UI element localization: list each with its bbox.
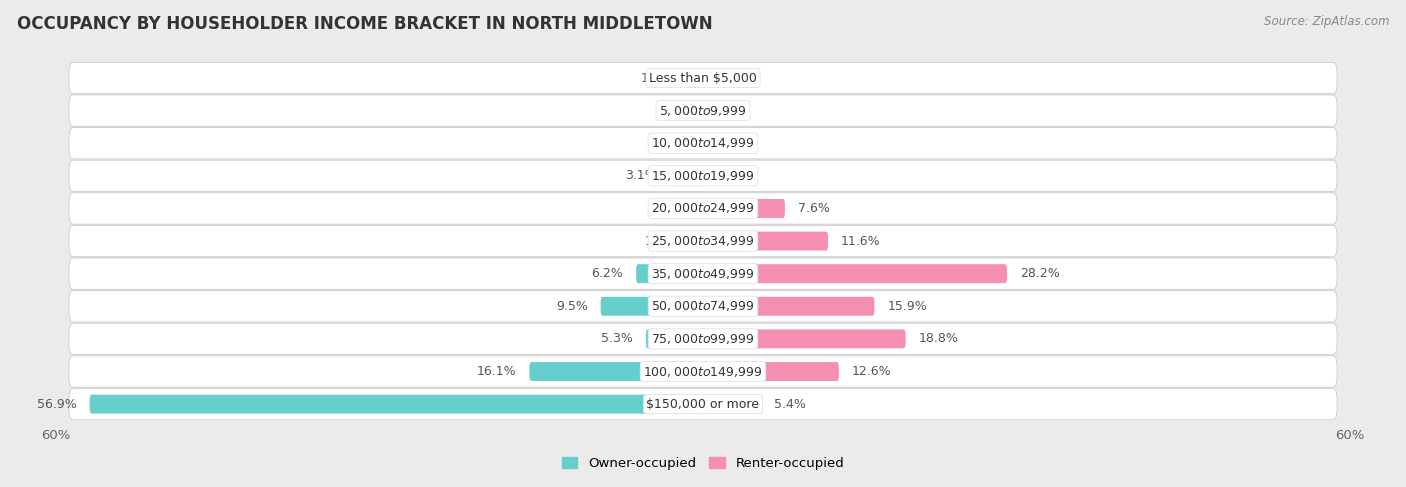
Text: 3.1%: 3.1% <box>624 169 657 182</box>
FancyBboxPatch shape <box>703 362 839 381</box>
Text: 0.0%: 0.0% <box>716 104 748 117</box>
FancyBboxPatch shape <box>703 329 905 348</box>
FancyBboxPatch shape <box>69 160 1337 191</box>
FancyBboxPatch shape <box>600 297 703 316</box>
Text: OCCUPANCY BY HOUSEHOLDER INCOME BRACKET IN NORTH MIDDLETOWN: OCCUPANCY BY HOUSEHOLDER INCOME BRACKET … <box>17 15 713 33</box>
FancyBboxPatch shape <box>69 128 1337 159</box>
Text: $75,000 to $99,999: $75,000 to $99,999 <box>651 332 755 346</box>
FancyBboxPatch shape <box>703 199 785 218</box>
Text: $150,000 or more: $150,000 or more <box>647 397 759 411</box>
Text: 1.3%: 1.3% <box>644 235 676 247</box>
Text: 5.3%: 5.3% <box>600 333 633 345</box>
Text: 0.0%: 0.0% <box>658 104 690 117</box>
FancyBboxPatch shape <box>69 225 1337 257</box>
Text: 0.0%: 0.0% <box>716 169 748 182</box>
FancyBboxPatch shape <box>90 394 703 413</box>
Text: 28.2%: 28.2% <box>1019 267 1060 280</box>
Text: 0.0%: 0.0% <box>716 72 748 85</box>
FancyBboxPatch shape <box>69 193 1337 224</box>
Text: $20,000 to $24,999: $20,000 to $24,999 <box>651 202 755 215</box>
Text: Source: ZipAtlas.com: Source: ZipAtlas.com <box>1264 15 1389 28</box>
Text: 12.6%: 12.6% <box>852 365 891 378</box>
Legend: Owner-occupied, Renter-occupied: Owner-occupied, Renter-occupied <box>557 452 849 475</box>
Text: 0.0%: 0.0% <box>716 137 748 150</box>
FancyBboxPatch shape <box>69 389 1337 420</box>
FancyBboxPatch shape <box>69 323 1337 355</box>
Text: $35,000 to $49,999: $35,000 to $49,999 <box>651 267 755 281</box>
FancyBboxPatch shape <box>703 394 761 413</box>
FancyBboxPatch shape <box>703 297 875 316</box>
FancyBboxPatch shape <box>636 264 703 283</box>
Text: 0.0%: 0.0% <box>658 202 690 215</box>
Text: 6.2%: 6.2% <box>592 267 623 280</box>
Text: 5.4%: 5.4% <box>775 397 806 411</box>
FancyBboxPatch shape <box>703 264 1007 283</box>
FancyBboxPatch shape <box>686 69 703 88</box>
Text: $15,000 to $19,999: $15,000 to $19,999 <box>651 169 755 183</box>
FancyBboxPatch shape <box>69 95 1337 126</box>
Text: 16.1%: 16.1% <box>477 365 516 378</box>
Text: 7.6%: 7.6% <box>797 202 830 215</box>
FancyBboxPatch shape <box>69 258 1337 289</box>
FancyBboxPatch shape <box>69 291 1337 322</box>
Text: $50,000 to $74,999: $50,000 to $74,999 <box>651 300 755 313</box>
FancyBboxPatch shape <box>689 232 703 250</box>
Text: 18.8%: 18.8% <box>918 333 959 345</box>
Text: Less than $5,000: Less than $5,000 <box>650 72 756 85</box>
FancyBboxPatch shape <box>69 62 1337 94</box>
Text: $10,000 to $14,999: $10,000 to $14,999 <box>651 136 755 150</box>
Text: 11.6%: 11.6% <box>841 235 880 247</box>
FancyBboxPatch shape <box>669 167 703 185</box>
FancyBboxPatch shape <box>530 362 703 381</box>
Text: 9.5%: 9.5% <box>555 300 588 313</box>
Text: $5,000 to $9,999: $5,000 to $9,999 <box>659 104 747 118</box>
FancyBboxPatch shape <box>69 356 1337 387</box>
Text: 1.6%: 1.6% <box>641 72 673 85</box>
FancyBboxPatch shape <box>645 329 703 348</box>
Text: 0.0%: 0.0% <box>658 137 690 150</box>
Text: 15.9%: 15.9% <box>887 300 927 313</box>
Text: $25,000 to $34,999: $25,000 to $34,999 <box>651 234 755 248</box>
Text: $100,000 to $149,999: $100,000 to $149,999 <box>644 364 762 378</box>
Text: 56.9%: 56.9% <box>37 397 77 411</box>
FancyBboxPatch shape <box>703 232 828 250</box>
